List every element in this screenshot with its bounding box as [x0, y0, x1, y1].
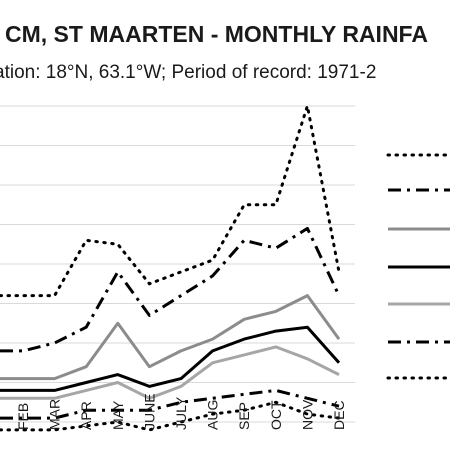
- chart-title: CM, ST MAARTEN - MONTHLY RAINFA: [5, 21, 428, 47]
- series-line-1: [0, 104, 341, 298]
- x-tick-label: OCT: [268, 400, 284, 430]
- x-tick-label: SEP: [236, 402, 252, 430]
- x-tick-label: MAY: [110, 400, 126, 430]
- series-line-4: [0, 325, 341, 392]
- legend: [386, 153, 450, 380]
- chart-subtitle: ation: 18°N, 63.1°W; Period of record: 1…: [0, 62, 376, 83]
- series-line-7: [0, 400, 341, 432]
- series-line-3: [0, 294, 341, 381]
- x-tick-label: JULY: [173, 396, 189, 430]
- x-tick-label: JUNE: [141, 393, 157, 430]
- x-tick-label: AUG: [205, 400, 221, 430]
- x-axis-ticks: FEB MAR APR MAY JUNE JULY AUG SEP OCT NOV DEC: [15, 393, 347, 430]
- series-line-5: [0, 345, 340, 400]
- x-tick-label: MAR: [47, 399, 63, 430]
- x-tick-label: APR: [78, 401, 94, 430]
- series-line-2: [0, 226, 341, 353]
- series-lines: [0, 104, 341, 432]
- series-line-6: [0, 388, 340, 420]
- x-tick-label: DEC: [331, 400, 347, 430]
- x-tick-label: FEB: [15, 403, 31, 430]
- gridlines: [0, 105, 355, 423]
- x-tick-label: NOV: [299, 399, 315, 430]
